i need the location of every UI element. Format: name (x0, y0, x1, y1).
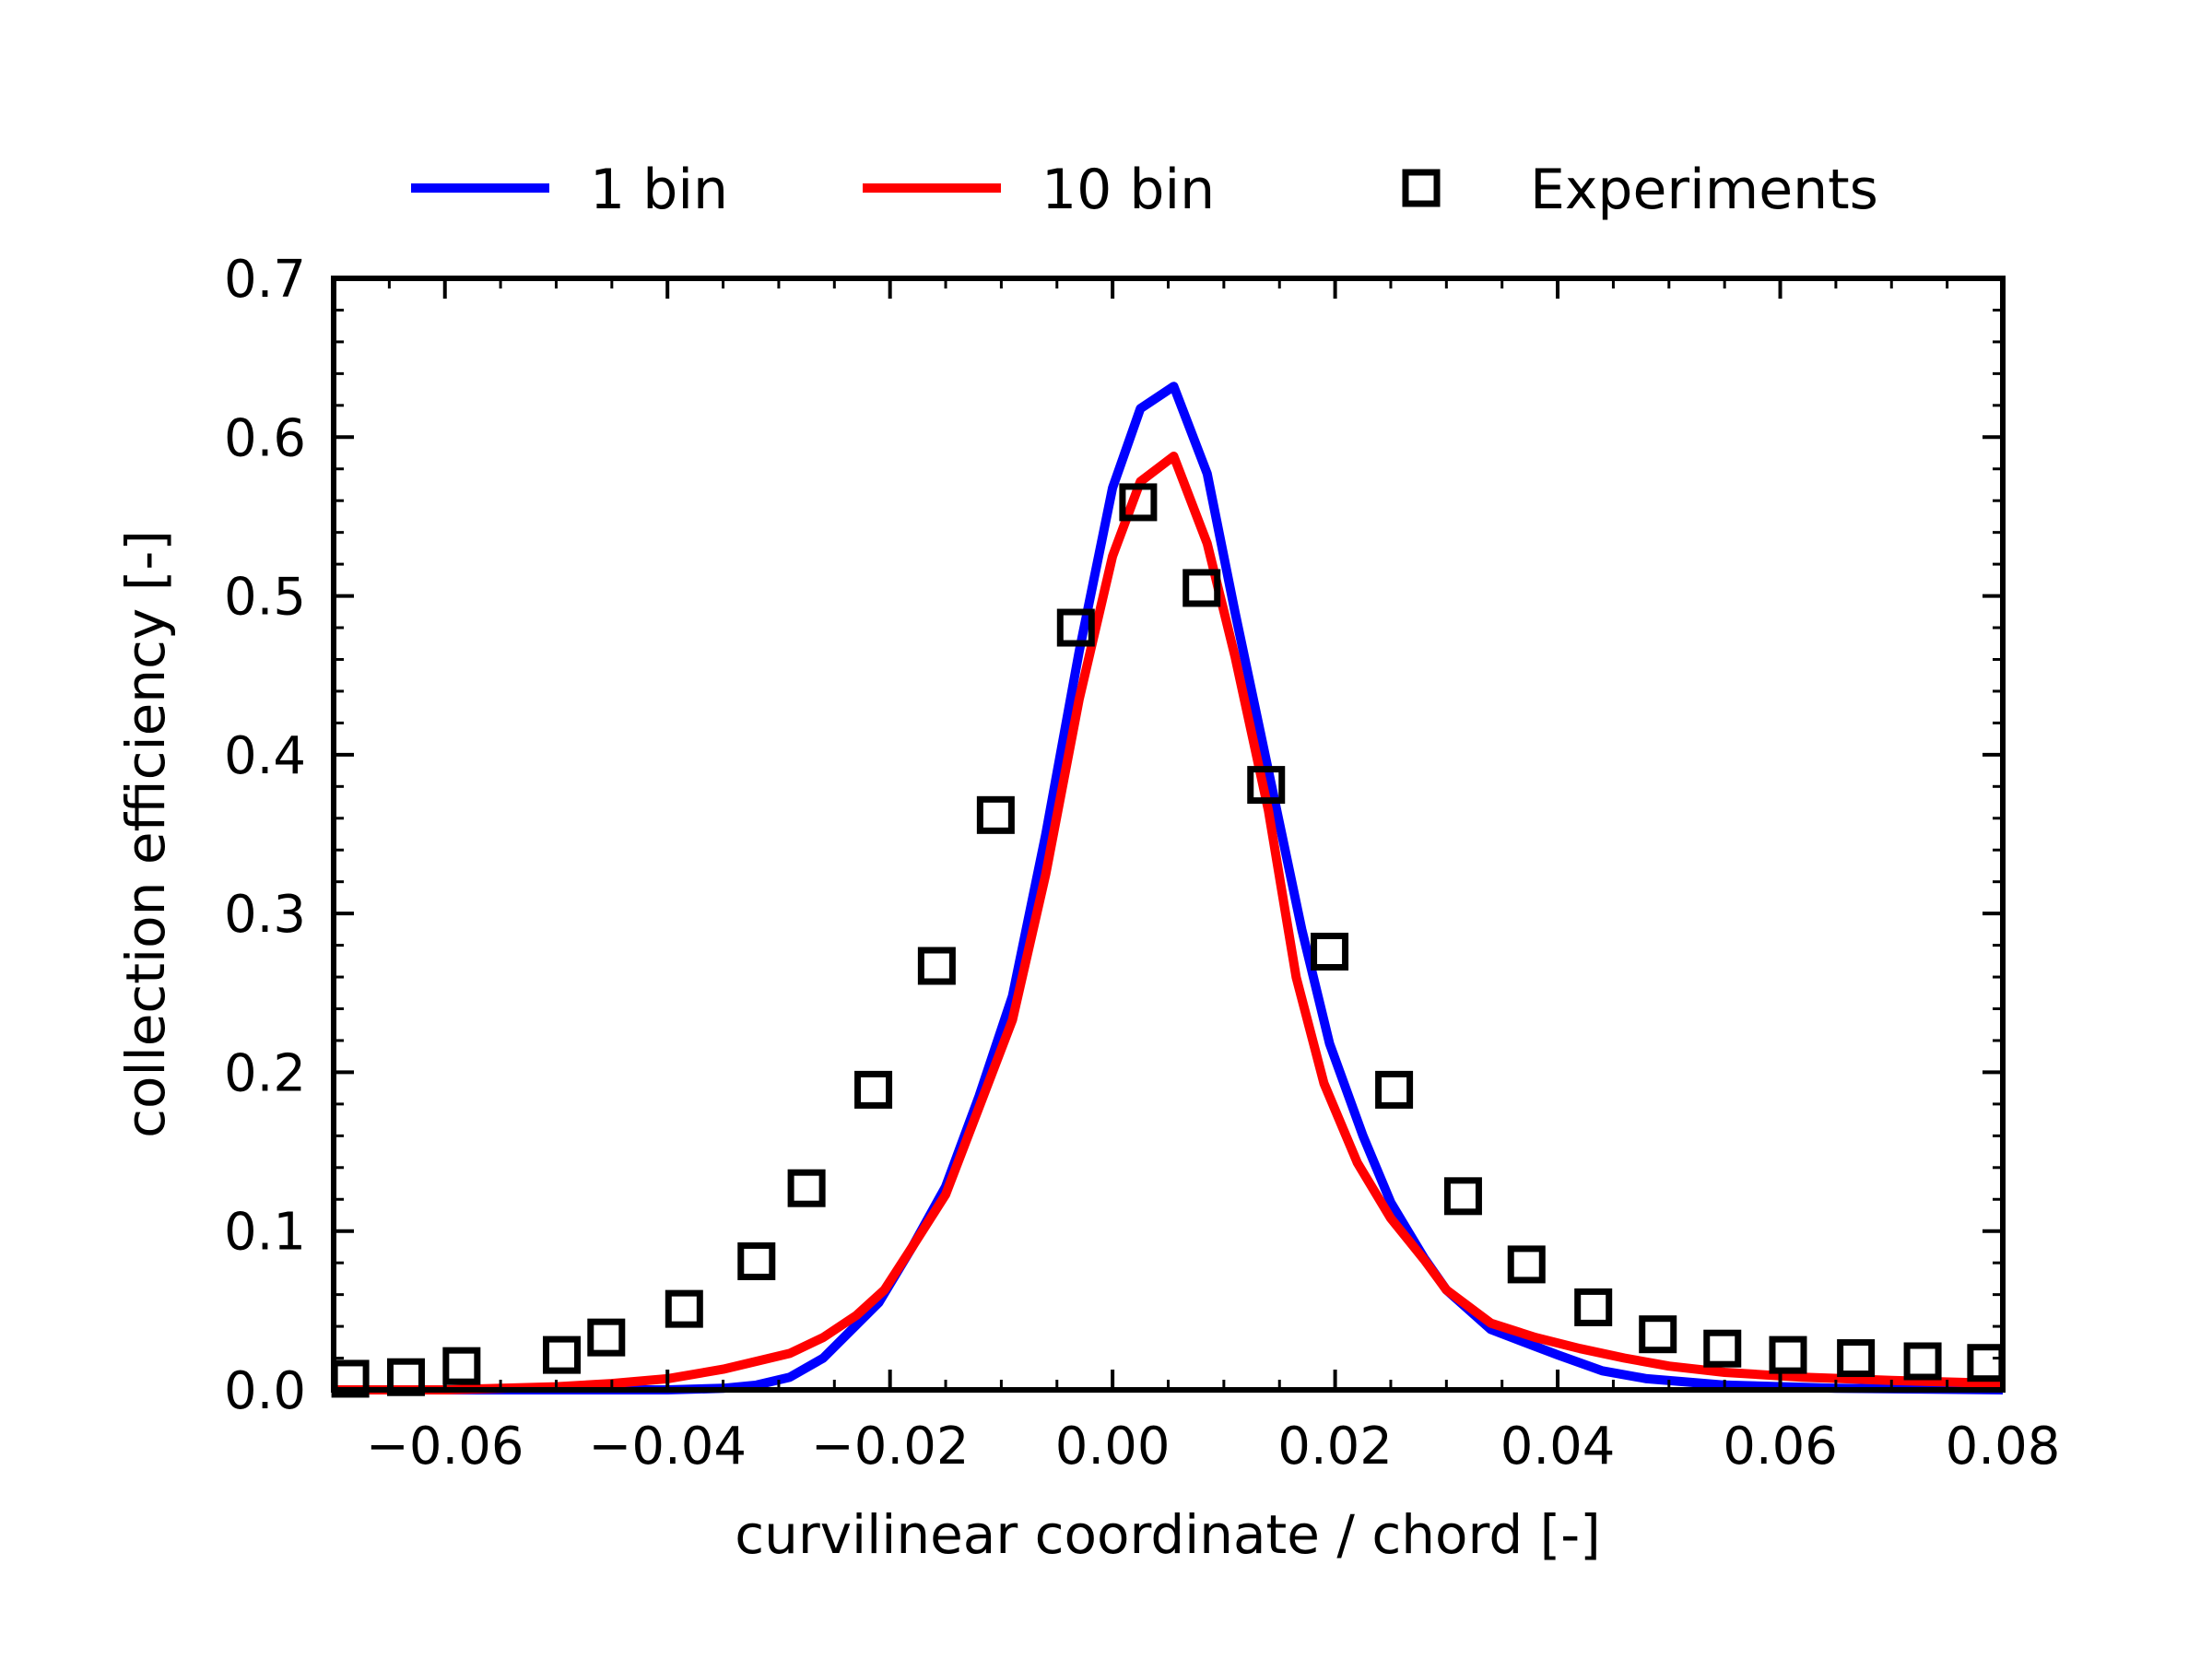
ticks-layer: −0.06 −0.04 −0.02 0.00 0.02 0.04 0.06 0.08 0.0 0.… (224, 250, 2060, 1477)
x-tick-label: −0.06 (366, 1417, 524, 1477)
experiment-point (787, 1169, 826, 1207)
x-tick-label: 0.08 (1946, 1417, 2061, 1477)
experiment-point (386, 1358, 425, 1396)
experiment-point (854, 1070, 893, 1109)
legend-label-1-bin: 1 bin (590, 158, 728, 222)
legend-label-10-bin: 10 bin (1041, 158, 1215, 222)
experiment-point (1967, 1344, 2006, 1382)
experiment-point (442, 1347, 481, 1385)
experiment-point (1703, 1329, 1742, 1368)
series-line-10-bin (334, 452, 2004, 1394)
experiment-point (1837, 1339, 1876, 1378)
y-axis-label: collection efficiency [-] (114, 530, 177, 1138)
y-tick-label: 0.0 (224, 1361, 306, 1421)
experiment-point (1574, 1288, 1613, 1326)
experiment-point (1056, 608, 1095, 647)
x-tick-label: −0.04 (588, 1417, 747, 1477)
x-tick-label: 0.06 (1723, 1417, 1838, 1477)
y-tick-label: 0.6 (224, 408, 306, 468)
experiment-point (1119, 483, 1158, 522)
legend-marker-experiments (1402, 169, 1441, 207)
experiment-point (1182, 569, 1221, 607)
y-tick-label: 0.1 (224, 1203, 306, 1263)
experiment-point (1507, 1245, 1546, 1284)
x-tick-label: 0.00 (1055, 1417, 1171, 1477)
experiment-point (543, 1335, 582, 1374)
y-tick-label: 0.2 (224, 1043, 306, 1103)
experiment-point (665, 1289, 703, 1328)
x-axis-label: curvilinear coordinate / chord [-] (735, 1503, 1601, 1566)
x-tick-label: 0.02 (1277, 1417, 1393, 1477)
experiment-point (1443, 1177, 1482, 1216)
x-tick-label: −0.02 (811, 1417, 970, 1477)
series-layer (331, 382, 2006, 1398)
y-tick-label: 0.3 (224, 885, 306, 945)
experiment-point (917, 947, 956, 985)
plot-frame (331, 276, 2006, 1393)
experiment-point (737, 1241, 776, 1280)
series-line-1-bin (334, 382, 2004, 1394)
experiment-point (976, 795, 1015, 834)
legend-label-experiments: Experiments (1530, 158, 1878, 222)
y-tick-label: 0.4 (224, 726, 306, 786)
experiment-point (1903, 1342, 1942, 1381)
y-tick-label: 0.5 (224, 568, 306, 628)
legend: 1 bin 10 bin Experiments (411, 158, 1878, 222)
x-tick-label: 0.04 (1500, 1417, 1616, 1477)
experiment-point (1639, 1315, 1677, 1354)
y-tick-label: 0.7 (224, 250, 306, 310)
experiment-point (1247, 766, 1286, 805)
experiment-point (1375, 1070, 1414, 1109)
experiment-point (1769, 1335, 1807, 1374)
experiment-point (1311, 932, 1349, 971)
experiment-point (587, 1318, 626, 1357)
